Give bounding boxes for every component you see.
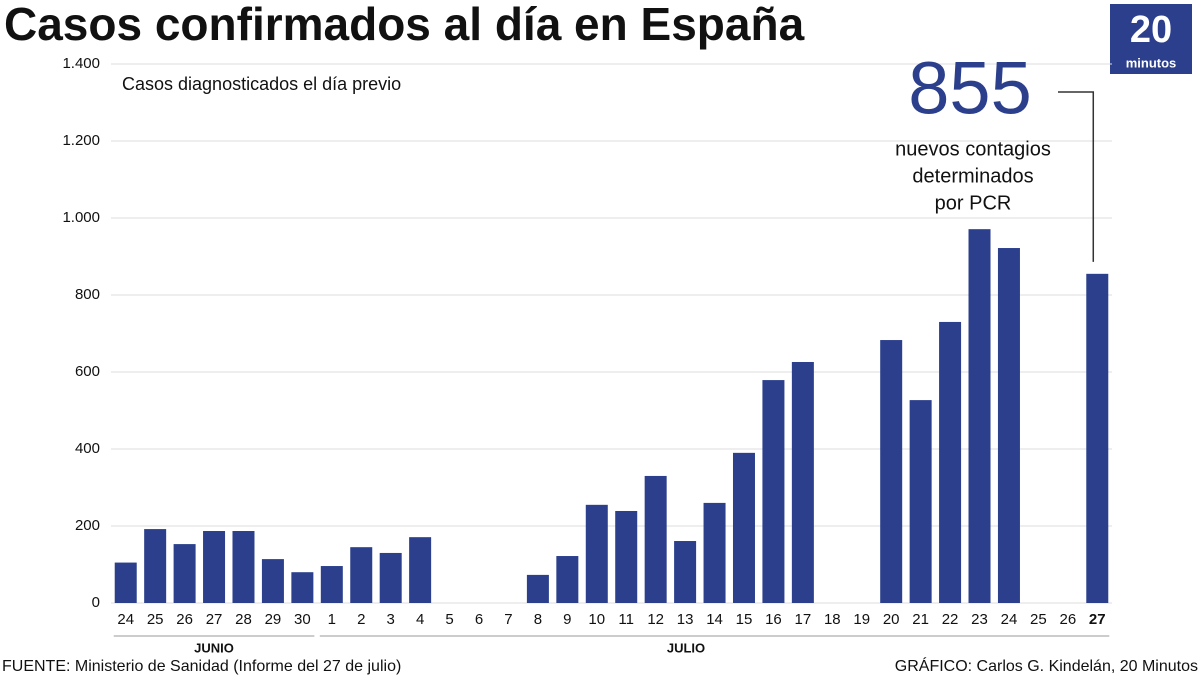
bar bbox=[585, 504, 608, 603]
group-label: JULIO bbox=[667, 640, 705, 655]
bar bbox=[232, 531, 255, 603]
y-tick-label: 0 bbox=[92, 594, 100, 611]
x-tick-label: 1 bbox=[328, 611, 336, 628]
y-tick-label: 600 bbox=[75, 363, 100, 380]
bar bbox=[144, 529, 167, 603]
y-tick-label: 1.200 bbox=[62, 132, 100, 149]
x-tick-label: 16 bbox=[765, 611, 782, 628]
x-tick-label: 21 bbox=[912, 611, 929, 628]
y-tick-label: 1.400 bbox=[62, 55, 100, 72]
x-tick-label: 24 bbox=[117, 611, 134, 628]
bar bbox=[732, 452, 755, 603]
x-tick-label: 5 bbox=[445, 611, 453, 628]
annotation-text: nuevos contagios bbox=[895, 138, 1051, 160]
x-tick-label: 25 bbox=[147, 611, 164, 628]
x-tick-label: 9 bbox=[563, 611, 571, 628]
x-tick-label: 17 bbox=[795, 611, 812, 628]
bar bbox=[997, 248, 1020, 603]
x-tick-label: 11 bbox=[618, 611, 634, 628]
bar bbox=[674, 541, 697, 603]
logo-number: 20 bbox=[1130, 9, 1172, 51]
annotation-text: por PCR bbox=[935, 192, 1012, 214]
x-tick-label: 2 bbox=[357, 611, 365, 628]
x-tick-label: 28 bbox=[235, 611, 252, 628]
x-tick-label: 14 bbox=[706, 611, 723, 628]
x-tick-label: 12 bbox=[647, 611, 664, 628]
x-tick-label: 18 bbox=[824, 611, 841, 628]
bar bbox=[644, 475, 667, 603]
x-tick-label: 27 bbox=[1089, 611, 1106, 628]
x-tick-label: 30 bbox=[294, 611, 311, 628]
x-tick-label: 6 bbox=[475, 611, 483, 628]
x-tick-label: 26 bbox=[1059, 611, 1076, 628]
annotation-number: 855 bbox=[908, 47, 1031, 130]
x-tick-label: 19 bbox=[853, 611, 870, 628]
bar bbox=[409, 537, 432, 603]
logo-box bbox=[1110, 4, 1192, 74]
x-tick-label: 23 bbox=[971, 611, 988, 628]
annotation-leader bbox=[1058, 91, 1095, 262]
x-tick-label: 13 bbox=[677, 611, 694, 628]
bar bbox=[291, 572, 314, 603]
x-tick-label: 15 bbox=[736, 611, 753, 628]
bar bbox=[762, 380, 785, 603]
chart-subtitle: Casos diagnosticados el día previo bbox=[122, 74, 401, 94]
bar bbox=[203, 531, 226, 603]
x-tick-label: 20 bbox=[883, 611, 900, 628]
bar bbox=[909, 400, 932, 603]
bar bbox=[526, 574, 549, 603]
bar bbox=[968, 229, 991, 604]
x-tick-label: 4 bbox=[416, 611, 424, 628]
source: FUENTE: Ministerio de Sanidad (Informe d… bbox=[2, 658, 401, 675]
y-tick-label: 200 bbox=[75, 517, 100, 534]
bar bbox=[379, 552, 402, 603]
bar bbox=[114, 562, 137, 603]
x-tick-label: 24 bbox=[1001, 611, 1018, 628]
x-tick-label: 29 bbox=[265, 611, 282, 628]
bar bbox=[261, 559, 284, 603]
x-tick-label: 3 bbox=[387, 611, 395, 628]
group-label: JUNIO bbox=[194, 640, 234, 655]
logo-text: minutos bbox=[1126, 55, 1177, 70]
chart-title: Casos confirmados al día en España bbox=[4, 0, 805, 50]
bar bbox=[939, 321, 962, 603]
y-tick-label: 1.000 bbox=[62, 209, 100, 226]
x-tick-label: 8 bbox=[534, 611, 542, 628]
y-tick-label: 800 bbox=[75, 286, 100, 303]
x-tick-label: 26 bbox=[176, 611, 193, 628]
bar bbox=[320, 566, 343, 603]
bar bbox=[791, 361, 814, 603]
x-tick-label: 25 bbox=[1030, 611, 1047, 628]
x-tick-label: 27 bbox=[206, 611, 223, 628]
bar bbox=[556, 556, 579, 603]
y-tick-label: 400 bbox=[75, 440, 100, 457]
bar bbox=[880, 340, 903, 603]
x-tick-label: 10 bbox=[588, 611, 605, 628]
x-tick-label: 7 bbox=[504, 611, 512, 628]
annotation-text: determinados bbox=[912, 165, 1033, 187]
bar bbox=[1086, 273, 1109, 603]
x-tick-label: 22 bbox=[942, 611, 959, 628]
bar bbox=[173, 544, 196, 603]
credit: GRÁFICO: Carlos G. Kindelán, 20 Minutos bbox=[895, 656, 1198, 675]
bar bbox=[703, 502, 726, 603]
bar bbox=[350, 547, 373, 603]
bar bbox=[615, 510, 638, 603]
